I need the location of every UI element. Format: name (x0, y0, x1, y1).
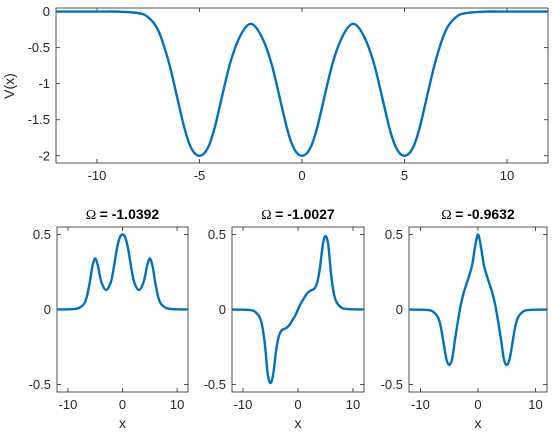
omega-symbol: Ω (86, 208, 100, 223)
chart-panel-1: -10 -5 0 5 10 0 -0.5 -1 -1.5 -2 V(x) (1, 4, 549, 183)
x-tick-label: 0 (298, 168, 305, 183)
y-tick-label: -0.5 (29, 377, 51, 392)
y-tick-label: -1.5 (28, 112, 50, 127)
x-axis-label: x (119, 415, 126, 431)
x-tick-label: -10 (411, 397, 430, 412)
y-tick-label: 0 (43, 4, 50, 19)
x-tick-label: 10 (170, 397, 184, 412)
chart-title: Ω = -0.9632 (441, 206, 515, 223)
chart-title-value: = -1.0027 (275, 206, 335, 222)
omega-symbol: Ω (441, 208, 455, 223)
y-tick-label: 0.5 (208, 227, 226, 242)
x-axis-label: x (475, 415, 482, 431)
y-tick-label: 0 (44, 302, 51, 317)
x-tick-label: -10 (59, 397, 78, 412)
x-axis-label: x (295, 415, 302, 431)
x-tick-label: 0 (294, 397, 301, 412)
y-tick-label: 0.5 (33, 227, 51, 242)
x-tick-label: 10 (528, 397, 542, 412)
x-tick-label: 0 (119, 397, 126, 412)
y-tick-label: 0 (396, 302, 403, 317)
x-tick-label: 0 (474, 397, 481, 412)
x-tick-label: -10 (234, 397, 253, 412)
omega-symbol: Ω (261, 208, 275, 223)
y-tick-label: -0.5 (28, 40, 50, 55)
series-line-1 (57, 233, 188, 311)
x-tick-label: 10 (346, 397, 360, 412)
axes-frame (55, 7, 549, 164)
y-tick-label: 0 (219, 302, 226, 317)
y-axis-label: V(x) (1, 73, 17, 99)
x-tick-label: 5 (401, 168, 408, 183)
chart-title-value: = -1.0392 (100, 206, 160, 222)
series-line-1 (409, 233, 547, 367)
series-line-1 (232, 234, 364, 385)
x-tick-label: -5 (194, 168, 206, 183)
chart-title: Ω = -1.0027 (261, 206, 335, 223)
chart-panel-2: -10 0 10 0.5 0 -0.5 Ω = -1.0392 x (29, 206, 189, 431)
y-tick-label: -0.5 (204, 377, 226, 392)
x-tick-label: 10 (500, 168, 514, 183)
y-tick-label: -1 (38, 76, 50, 91)
y-tick-label: 0.5 (385, 227, 403, 242)
chart-title: Ω = -1.0392 (86, 206, 160, 223)
x-tick-label: -10 (88, 168, 107, 183)
chart-title-value: = -0.9632 (455, 206, 515, 222)
y-tick-label: -2 (38, 148, 50, 163)
series-line-1 (56, 10, 548, 157)
chart-panel-4: -10 0 10 0.5 0 -0.5 Ω = -0.9632 x (381, 206, 548, 431)
y-tick-label: -0.5 (381, 377, 403, 392)
chart-panel-3: -10 0 10 0.5 0 -0.5 Ω = -1.0027 x (204, 206, 365, 431)
